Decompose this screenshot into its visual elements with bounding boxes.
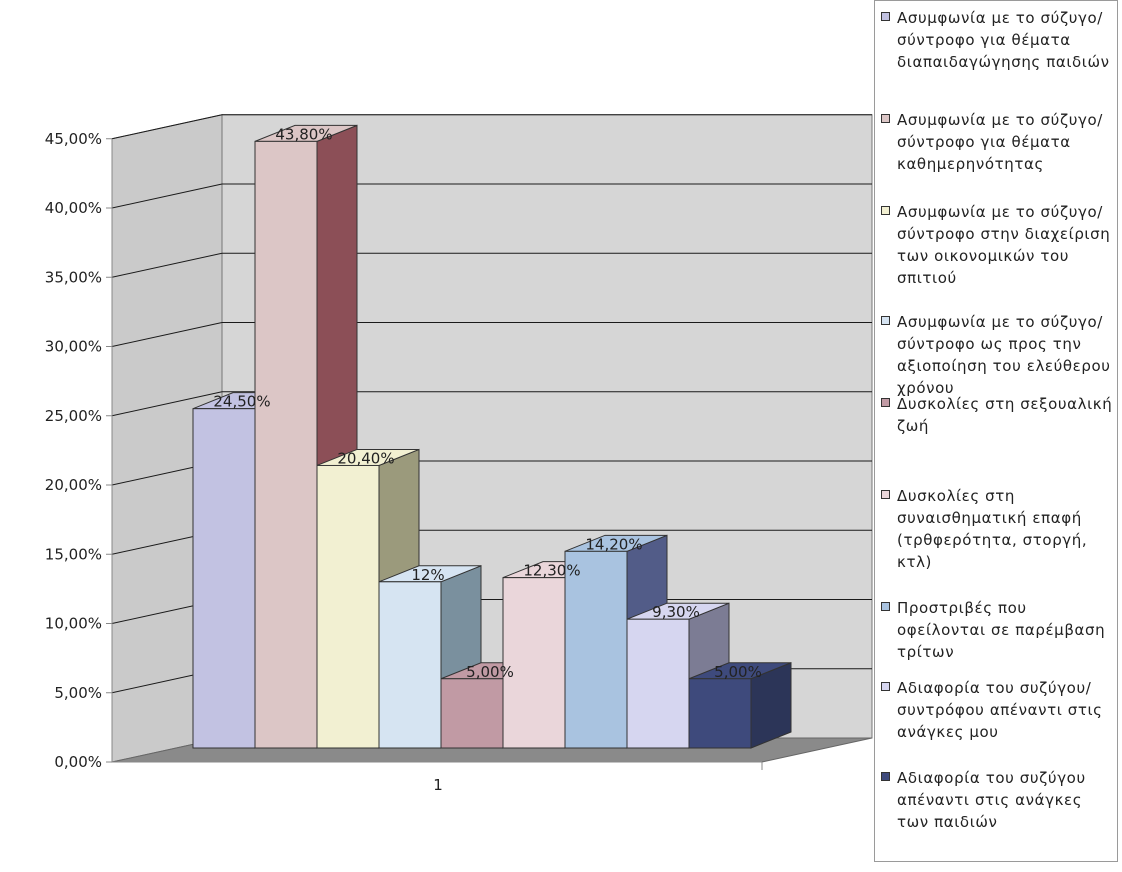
bar-front	[192, 408, 256, 749]
legend-swatch	[881, 12, 890, 21]
gridline-side	[111, 322, 223, 347]
data-labels: 24,50% 43,80% 20,40% 12% 5,00% 12,30% 14,20% 9,…	[213, 125, 761, 680]
legend-label: Ασυμφωνία με το σύζυγο/σύντροφο ως προς …	[897, 313, 1111, 397]
y-tick-label: 20,00%	[45, 476, 102, 494]
x-tick-label: 1	[433, 776, 443, 794]
y-tick-label: 35,00%	[45, 268, 102, 286]
bar-front	[688, 678, 752, 749]
legend: Ασυμφωνία με το σύζυγο/σύντροφο για θέμα…	[874, 0, 1118, 862]
data-label: 12,30%	[523, 562, 580, 580]
gridline-side	[111, 252, 223, 278]
legend-label: Προστριβές που οφείλονται σε παρέμβαση τ…	[897, 599, 1106, 661]
data-label: 14,20%	[585, 535, 642, 553]
bar-front	[440, 678, 504, 749]
legend-swatch	[881, 490, 890, 499]
legend-label: Ασυμφωνία με το σύζυγο/σύντροφο για θέμα…	[897, 9, 1110, 71]
bar-front	[502, 577, 566, 749]
bar-front	[564, 550, 628, 749]
legend-label: Ασυμφωνία με το σύζυγο/σύντροφο για θέμα…	[897, 111, 1103, 173]
data-label: 9,30%	[652, 603, 700, 621]
data-label: 5,00%	[466, 663, 514, 681]
bar	[378, 565, 482, 749]
bar	[688, 662, 792, 749]
y-tick-label: 25,00%	[45, 407, 102, 425]
legend-swatch	[881, 114, 890, 123]
legend-swatch	[881, 398, 890, 407]
y-tick-label: 5,00%	[54, 684, 102, 702]
y-tick-label: 15,00%	[45, 545, 102, 563]
gridline-side	[111, 183, 223, 209]
bar-front	[254, 140, 318, 749]
gridline-side	[111, 114, 223, 140]
y-tick-label: 45,00%	[45, 130, 102, 148]
legend-swatch	[881, 206, 890, 215]
legend-label: Δυσκολίες στη συναισθηματική επαφή (τρθφ…	[897, 487, 1088, 571]
chart-canvas: 0,00%5,00%10,00%15,00%20,00%25,00%30,00%…	[45, 114, 873, 794]
legend-label: Δυσκολίες στη σεξουαλική ζωή	[897, 395, 1113, 435]
legend-swatch	[881, 316, 890, 325]
legend-swatch	[881, 772, 890, 781]
y-axis: 0,00% 5,00% 10,00% 15,00% 20,00% 25,00% 30,00%…	[45, 130, 763, 771]
data-label: 43,80%	[275, 125, 332, 143]
data-label: 12%	[411, 566, 444, 584]
legend-label: Ασυμφωνία με το σύζυγο/σύντροφο στην δια…	[897, 203, 1111, 287]
legend-swatch	[881, 682, 890, 691]
data-label: 5,00%	[714, 663, 762, 681]
y-tick-label: 40,00%	[45, 199, 102, 217]
y-tick-label: 0,00%	[54, 753, 102, 771]
bar-front	[378, 581, 442, 749]
bar-front	[626, 618, 690, 749]
data-label: 20,40%	[337, 449, 394, 467]
legend-label: Αδιαφορία του συζύγου απέναντι στις ανάγ…	[897, 769, 1086, 831]
bars	[192, 124, 792, 749]
y-tick-label: 10,00%	[45, 615, 102, 633]
legend-swatch	[881, 602, 890, 611]
y-tick-label: 30,00%	[45, 338, 102, 356]
bar-front	[316, 464, 380, 749]
legend-label: Αδιαφορία του συζύγου/συντρόφου απέναντι…	[897, 679, 1103, 741]
gridline-side	[111, 391, 223, 417]
data-label: 24,50%	[213, 393, 270, 411]
